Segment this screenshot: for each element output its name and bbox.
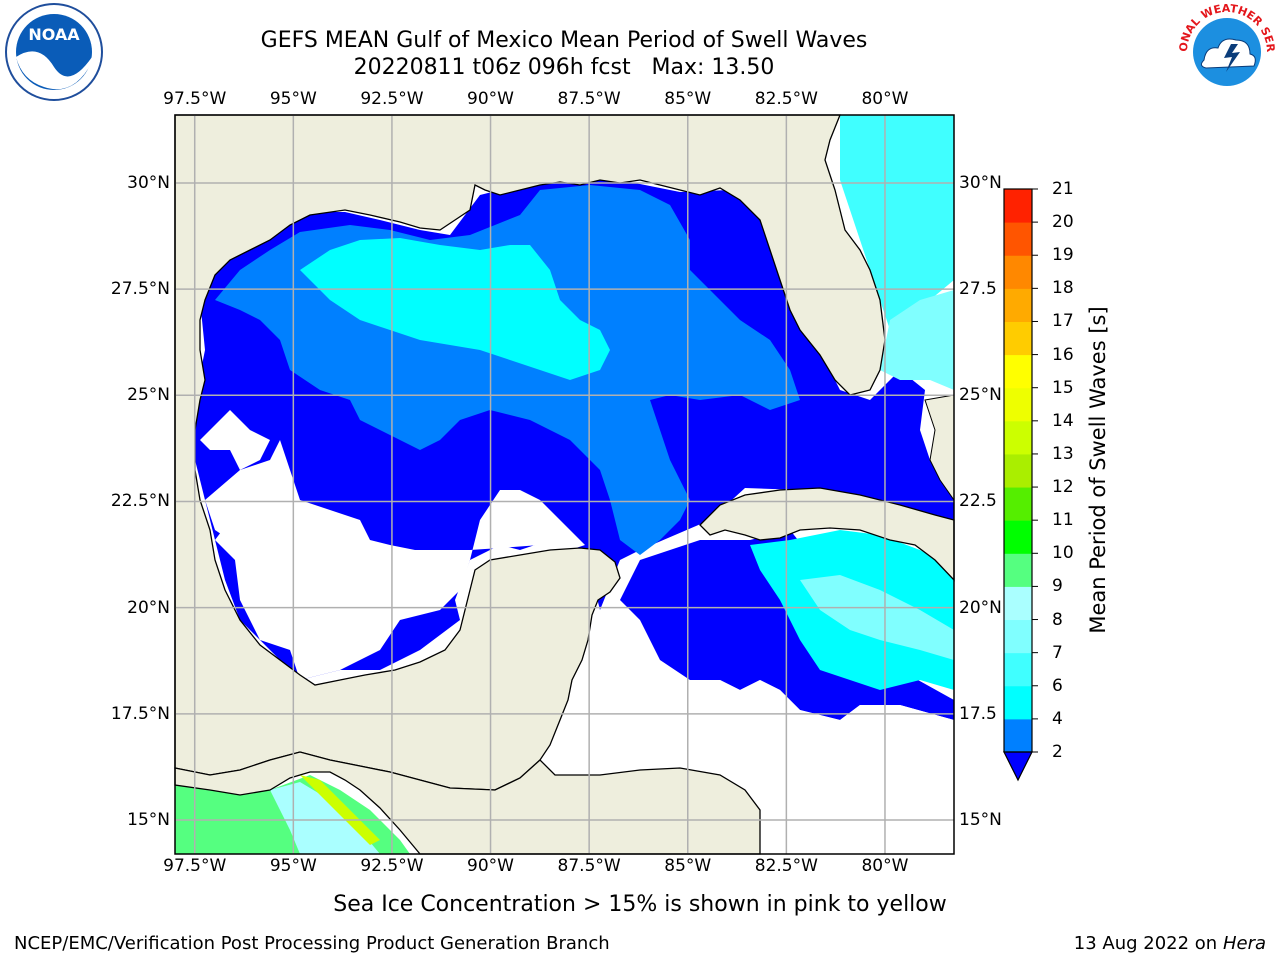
no-data-caribbean	[690, 680, 954, 854]
lat-tick-left: 20°N	[127, 597, 170, 618]
colorbar-tick-label: 14	[1052, 410, 1074, 431]
lon-tick-bottom: 85°W	[664, 856, 712, 876]
no-data-caribbean-2	[590, 620, 660, 700]
chart-subtitle: 20220811 t06z 096h fcst Max: 13.50	[353, 55, 775, 80]
lon-tick-bottom: 97.5°W	[163, 856, 227, 876]
colorbar-tick-label: 11	[1052, 510, 1074, 531]
colorbar-segment	[1004, 453, 1032, 488]
colorbar-tick-label: 21	[1052, 179, 1074, 199]
chart-title: GEFS MEAN Gulf of Mexico Mean Period of …	[260, 28, 868, 53]
colorbar-tick-label: 12	[1052, 477, 1074, 498]
colorbar-segment	[1004, 354, 1032, 389]
colorbar-tick-label: 13	[1052, 443, 1074, 464]
colorbar-tick-label: 4	[1052, 708, 1063, 729]
map-panel	[174, 114, 955, 855]
colorbar-segment	[1004, 553, 1032, 587]
colorbar-tick-label: 15	[1052, 377, 1074, 398]
colorbar-tick-label: 7	[1052, 642, 1063, 663]
colorbar	[1003, 188, 1038, 782]
colorbar-segment	[1004, 586, 1032, 621]
colorbar-extend-min	[1003, 751, 1033, 782]
timestamp: 13 Aug 2022 on Hera	[1074, 933, 1266, 954]
colorbar-tick-label: 19	[1052, 245, 1074, 266]
timestamp-host: Hera	[1222, 933, 1266, 954]
colorbar-segment	[1004, 189, 1032, 223]
colorbar-segment	[1004, 321, 1032, 356]
colorbar-tick-label: 9	[1052, 576, 1063, 597]
colorbar-segment	[1004, 387, 1032, 422]
colorbar-segment	[1004, 718, 1032, 753]
lon-tick-bottom: 80°W	[861, 856, 909, 876]
lon-tick-top: 85°W	[664, 89, 712, 109]
no-data-west-gulf-2	[205, 470, 395, 660]
lon-tick-bottom: 90°W	[467, 856, 515, 876]
timestamp-date: 13 Aug 2022 on	[1073, 933, 1218, 954]
colorbar-segment	[1004, 520, 1032, 554]
colorbar-tick-label: 10	[1052, 543, 1074, 564]
colorbar-segment	[1004, 685, 1032, 720]
lon-tick-bottom: 92.5°W	[360, 856, 424, 876]
nws-logo: NATIONAL WEATHER SERVICE	[1176, 2, 1277, 100]
lon-tick-bottom: 95°W	[269, 856, 317, 876]
swell-band-atlantic	[840, 115, 954, 330]
lon-tick-top: 95°W	[269, 89, 317, 109]
colorbar-tick-label: 16	[1052, 344, 1074, 365]
colorbar-segment	[1004, 487, 1032, 521]
colorbar-tick-label: 6	[1052, 675, 1063, 696]
colorbar-segment	[1004, 652, 1032, 687]
colorbar-tick-label: 2	[1052, 742, 1063, 762]
lon-tick-top: 97.5°W	[163, 89, 227, 109]
colorbar-tick-label: 20	[1052, 212, 1074, 233]
colorbar-tick-label: 17	[1052, 311, 1074, 332]
lon-tick-top: 92.5°W	[360, 89, 424, 109]
svg-text:NOAA: NOAA	[28, 25, 80, 44]
colorbar-tick-label: 18	[1052, 278, 1074, 299]
colorbar-segment	[1004, 222, 1032, 256]
colorbar-frame	[1003, 188, 1033, 753]
graticule	[175, 115, 954, 854]
lat-tick-left: 30°N	[127, 172, 170, 193]
swell-band-pacific-lightcyan	[270, 782, 380, 854]
lat-tick-left: 17.5°N	[110, 703, 170, 724]
lon-tick-bottom: 87.5°W	[557, 856, 621, 876]
colorbar-segment	[1004, 619, 1032, 654]
colorbar-segment	[1004, 288, 1032, 322]
lon-tick-top: 90°W	[467, 89, 515, 109]
land-central-america	[174, 751, 761, 855]
lat-tick-right: 17.5	[959, 703, 997, 724]
swell-band-6-7-north	[300, 238, 610, 380]
colorbar-segment	[1004, 420, 1032, 455]
swell-band-8-9-caribbean	[800, 575, 954, 660]
land-cuba	[699, 487, 955, 582]
lat-tick-right: 20°N	[959, 597, 1002, 618]
lon-tick-top: 82.5°W	[754, 89, 818, 109]
credit-text: NCEP/EMC/Verification Post Processing Pr…	[14, 933, 610, 954]
lat-tick-left: 15°N	[127, 810, 170, 831]
lon-tick-bottom: 82.5°W	[754, 856, 818, 876]
sea-ice-note: Sea Ice Concentration > 15% is shown in …	[333, 892, 947, 917]
colorbar-tick-label: 8	[1052, 609, 1063, 630]
lat-tick-right: 30°N	[959, 172, 1002, 193]
lon-tick-top: 80°W	[861, 89, 909, 109]
lat-tick-left: 27.5°N	[110, 279, 170, 300]
lat-tick-left: 22.5°N	[110, 491, 170, 512]
lat-tick-left: 25°N	[127, 385, 170, 406]
noaa-logo: NOAA	[5, 3, 103, 101]
colorbar-segment	[1004, 255, 1032, 289]
lon-tick-top: 87.5°W	[557, 89, 621, 109]
lat-tick-right: 25°N	[959, 385, 1002, 406]
lat-tick-right: 22.5	[959, 491, 997, 512]
lat-tick-right: 27.5	[959, 279, 997, 300]
swell-band-atlantic-light	[880, 290, 954, 390]
map-frame	[174, 114, 955, 855]
lat-tick-right: 15°N	[959, 810, 1002, 831]
swell-band-pacific-yellow	[300, 775, 380, 845]
colorbar-label: Mean Period of Swell Waves [s]	[1086, 306, 1110, 634]
